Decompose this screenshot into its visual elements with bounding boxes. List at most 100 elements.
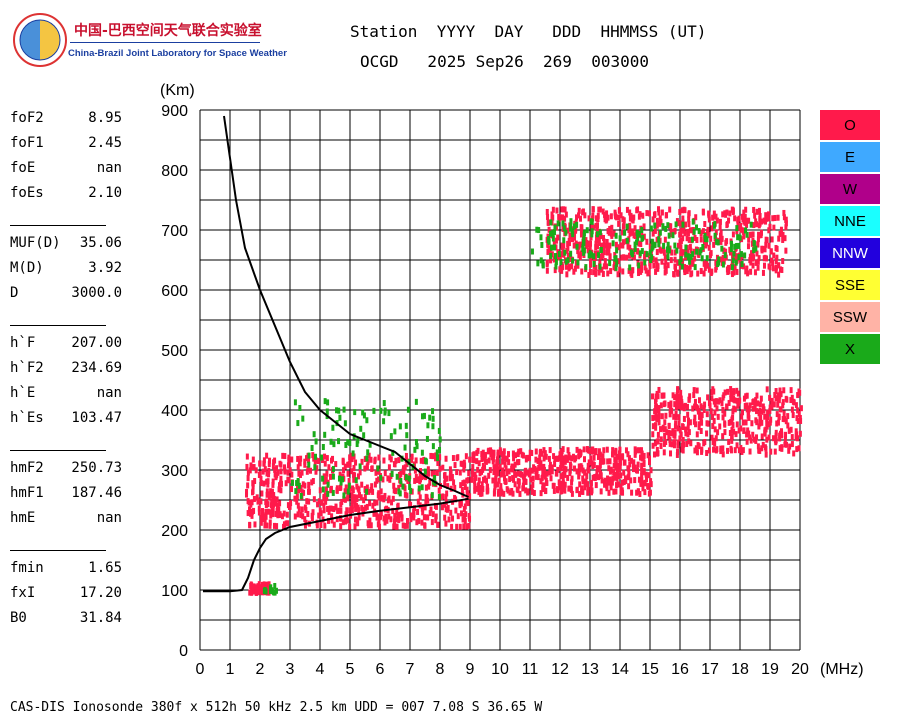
echo-point: [617, 450, 621, 457]
echo-point: [591, 474, 595, 481]
echo-point: [678, 208, 682, 215]
echo-point: [645, 476, 649, 483]
echo-point: [483, 475, 487, 482]
echo-point: [367, 522, 371, 529]
echo-point: [461, 516, 465, 523]
echo-point: [674, 414, 678, 421]
echo-point: [655, 416, 659, 423]
echo-point: [702, 239, 706, 246]
echo-point: [676, 259, 680, 266]
echo-point: [712, 241, 716, 248]
echo-point: [560, 206, 564, 213]
echo-point: [621, 229, 625, 236]
echo-point: [664, 412, 668, 419]
legend-item: E: [820, 142, 880, 172]
echo-point: [588, 448, 592, 455]
echo-point: [729, 395, 733, 402]
echo-point: [746, 243, 750, 250]
echo-point: [426, 514, 430, 521]
echo-point: [572, 242, 576, 249]
echo-point: [558, 266, 562, 273]
echo-point: [667, 433, 671, 440]
echo-point: [772, 224, 776, 231]
echo-point: [667, 223, 671, 230]
echo-point: [570, 455, 574, 462]
echo-point: [379, 510, 383, 517]
echo-point: [379, 488, 383, 495]
echo-point: [663, 432, 667, 439]
echo-point: [721, 445, 725, 452]
echo-point: [653, 211, 657, 218]
echo-point: [610, 451, 614, 458]
echo-point: [412, 508, 416, 515]
echo-point: [321, 486, 325, 493]
echo-point: [475, 449, 479, 456]
echo-point: [537, 464, 541, 471]
echo-point: [255, 587, 259, 594]
echo-point: [496, 470, 500, 477]
echo-point: [319, 522, 323, 529]
echo-point: [668, 206, 672, 213]
echo-point: [715, 217, 719, 224]
echo-point: [772, 401, 776, 408]
echo-point: [342, 492, 346, 499]
echo-point: [771, 215, 775, 222]
echo-point: [688, 243, 692, 250]
echo-point: [662, 426, 666, 433]
echo-point: [379, 495, 383, 502]
echo-point: [735, 442, 739, 449]
echo-point: [751, 231, 755, 238]
echo-point: [618, 235, 622, 242]
echo-point: [365, 503, 369, 510]
echo-point: [597, 474, 601, 481]
echo-point: [360, 458, 364, 465]
echo-point: [647, 490, 651, 497]
echo-point: [281, 452, 285, 459]
echo-point: [627, 483, 631, 490]
echo-point: [423, 522, 427, 529]
echo-point: [473, 487, 477, 494]
echo-point: [477, 482, 481, 489]
echo-point: [393, 512, 397, 519]
echo-point: [776, 262, 780, 269]
echo-point: [261, 584, 265, 591]
echo-point: [245, 491, 249, 498]
echo-point: [647, 210, 651, 217]
echo-point: [659, 436, 663, 443]
echo-point: [247, 499, 251, 506]
echo-point: [350, 492, 354, 499]
echo-point: [275, 465, 279, 472]
echo-point: [692, 387, 696, 394]
echo-point: [777, 271, 781, 278]
echo-point: [763, 444, 767, 451]
echo-point: [392, 482, 396, 489]
echo-point: [680, 401, 684, 408]
echo-point: [735, 225, 739, 232]
echo-point: [575, 487, 579, 494]
echo-point: [681, 221, 685, 228]
echo-point: [601, 243, 605, 250]
echo-point: [481, 466, 485, 473]
echo-point: [676, 425, 680, 432]
echo-point: [732, 389, 736, 396]
echo-point: [455, 523, 459, 530]
echo-point: [252, 588, 256, 595]
echo-point: [779, 226, 783, 233]
echo-point: [663, 426, 667, 433]
echo-point: [732, 428, 736, 435]
echo-point: [712, 222, 716, 229]
echo-point: [504, 455, 508, 462]
echo-point: [759, 395, 763, 402]
echo-point: [350, 502, 354, 509]
echo-point: [747, 430, 751, 437]
echo-point: [781, 416, 785, 423]
echo-point: [539, 478, 543, 485]
echo-point: [378, 514, 382, 521]
echo-point: [617, 214, 621, 221]
echo-point: [317, 498, 321, 505]
echo-point: [331, 489, 335, 496]
echo-point: [667, 247, 671, 254]
echo-point: [769, 448, 773, 455]
echo-point: [632, 214, 636, 221]
echo-point: [693, 447, 697, 454]
